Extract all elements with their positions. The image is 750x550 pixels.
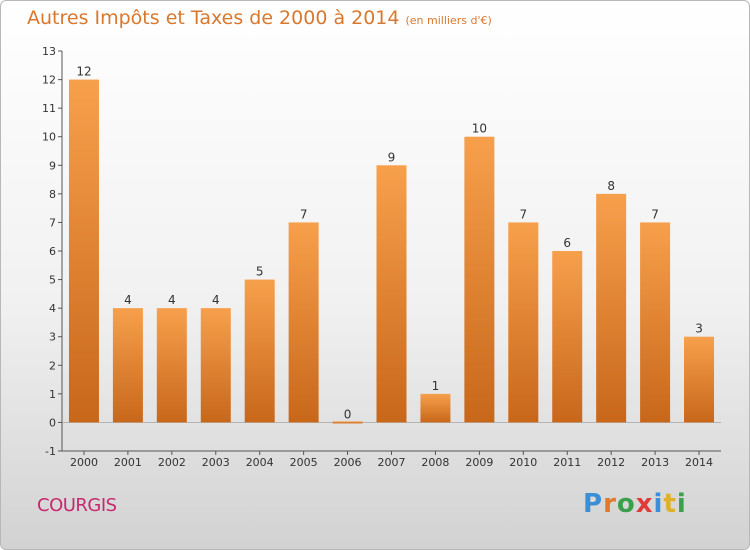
y-tick-label: 0 [49, 416, 56, 429]
x-tick-label: 2007 [378, 456, 406, 469]
commune-name: COURGIS [37, 495, 117, 516]
logo-letter: i [676, 489, 687, 519]
chart-title-block: Autres Impôts et Taxes de 2000 à 2014 (en… [27, 7, 492, 29]
y-tick-label: 10 [42, 131, 56, 144]
x-tick-label: 2014 [685, 456, 713, 469]
y-tick-label: 7 [49, 216, 56, 229]
x-tick-label: 2001 [114, 456, 142, 469]
logo-letter: x [635, 489, 654, 519]
data-label: 3 [695, 322, 703, 336]
data-label: 5 [256, 265, 264, 279]
data-label: 8 [607, 179, 615, 193]
data-label: 7 [300, 207, 308, 221]
y-tick-label: -1 [45, 445, 56, 458]
y-tick-label: 2 [49, 359, 56, 372]
bar [684, 336, 715, 423]
data-label: 4 [212, 293, 220, 307]
bar [552, 251, 583, 423]
data-label: 4 [168, 293, 176, 307]
bar [464, 136, 495, 423]
x-tick-label: 2004 [246, 456, 274, 469]
logo-letter: t [663, 489, 677, 519]
proxiti-logo: Proxiti [583, 489, 687, 519]
y-tick-label: 12 [42, 74, 56, 87]
bar [288, 222, 319, 423]
data-label: 9 [388, 150, 396, 164]
x-tick-label: 2012 [597, 456, 625, 469]
x-tick-label: 2000 [70, 456, 98, 469]
logo-letter: P [583, 489, 604, 519]
data-label: 10 [472, 122, 487, 136]
bar [112, 308, 143, 423]
bar [508, 222, 539, 423]
y-tick-label: 11 [42, 102, 56, 115]
data-label: 6 [563, 236, 571, 250]
bar [200, 308, 231, 423]
x-tick-label: 2003 [202, 456, 230, 469]
logo-letter: r [603, 489, 617, 519]
x-tick-label: 2009 [465, 456, 493, 469]
logo-letter: i [653, 489, 664, 519]
y-tick-label: 13 [42, 45, 56, 58]
data-label: 1 [432, 379, 440, 393]
bar [420, 393, 451, 423]
y-tick-label: 8 [49, 188, 56, 201]
bar [244, 279, 275, 423]
x-tick-label: 2005 [290, 456, 318, 469]
logo-letter: o [616, 489, 636, 519]
y-tick-label: 1 [49, 388, 56, 401]
x-tick-label: 2006 [334, 456, 362, 469]
bar [332, 421, 363, 424]
data-label: 12 [76, 65, 91, 79]
y-tick-label: 4 [49, 302, 56, 315]
x-tick-label: 2013 [641, 456, 669, 469]
data-label: 7 [519, 207, 527, 221]
bar [596, 193, 627, 423]
y-tick-label: 3 [49, 331, 56, 344]
bar [376, 165, 407, 423]
unit-note: (en milliers d'€) [405, 14, 492, 27]
x-tick-label: 2008 [421, 456, 449, 469]
y-tick-label: 6 [49, 245, 56, 258]
data-label: 0 [344, 407, 352, 421]
bar [68, 79, 99, 423]
data-label: 7 [651, 207, 659, 221]
y-tick-label: 9 [49, 159, 56, 172]
bar [156, 308, 187, 423]
x-tick-label: 2010 [509, 456, 537, 469]
y-tick-label: 5 [49, 274, 56, 287]
x-tick-label: 2002 [158, 456, 186, 469]
bar [640, 222, 671, 423]
x-tick-label: 2011 [553, 456, 581, 469]
data-label: 4 [124, 293, 132, 307]
chart-title: Autres Impôts et Taxes de 2000 à 2014 [27, 7, 400, 29]
